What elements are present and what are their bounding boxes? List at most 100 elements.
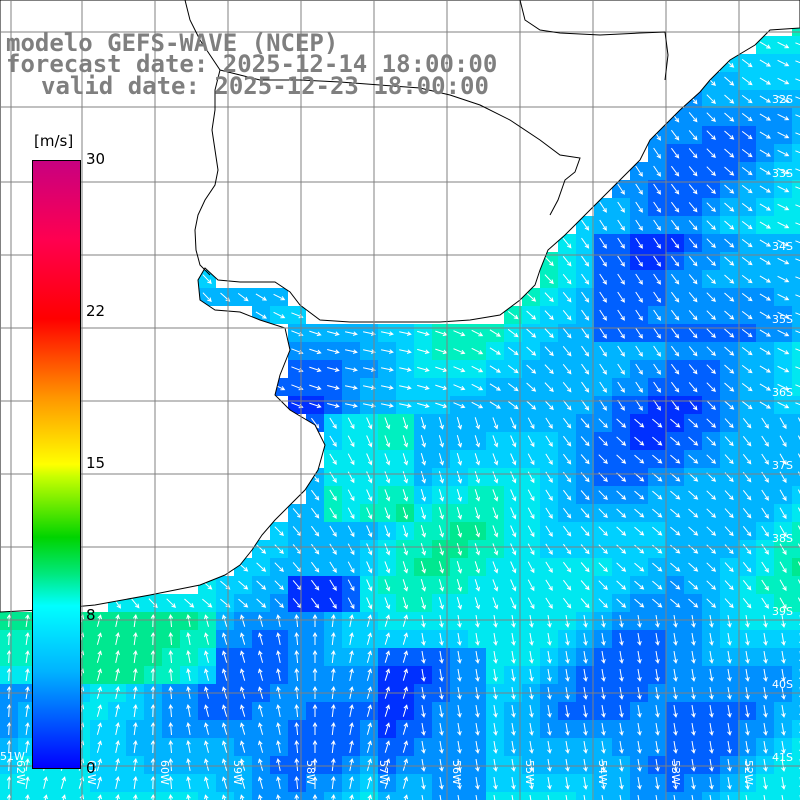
- wind-arrow: [671, 255, 680, 267]
- wind-arrow: [619, 741, 624, 754]
- longitude-label: 60W: [158, 760, 171, 785]
- wind-arrow: [239, 740, 246, 753]
- wind-arrow: [759, 275, 772, 283]
- wind-arrow: [763, 795, 766, 800]
- wind-arrow: [421, 615, 426, 628]
- wind-cell: [774, 792, 792, 800]
- latitude-label: 41S: [772, 751, 793, 764]
- wind-arrow: [741, 239, 753, 248]
- wind-arrow: [759, 59, 772, 67]
- wind-arrow: [309, 348, 322, 355]
- wind-arrow: [581, 255, 590, 267]
- wind-arrow: [507, 365, 519, 374]
- wind-arrow: [545, 543, 553, 555]
- wind-arrow: [724, 256, 735, 266]
- wind-cell: [792, 234, 800, 252]
- wind-arrow: [583, 777, 588, 790]
- wind-arrow: [653, 237, 661, 249]
- wind-arrow: [510, 561, 517, 574]
- wind-arrow: [439, 615, 444, 628]
- wind-arrow: [529, 759, 534, 772]
- wind-arrow: [709, 795, 712, 800]
- latitude-label: 35S: [772, 313, 793, 326]
- wind-arrow: [475, 651, 480, 664]
- wind-arrow: [258, 740, 264, 753]
- wind-cell: [792, 504, 800, 522]
- wind-arrow: [384, 758, 391, 771]
- wind-arrow: [456, 525, 462, 538]
- wind-arrow: [273, 311, 286, 319]
- wind-arrow: [186, 794, 191, 800]
- wind-arrow: [706, 562, 717, 572]
- wind-arrow: [527, 453, 535, 466]
- wind-arrow: [724, 94, 735, 104]
- longitude-labels: 62W 61W 60W 59W 58W 57W 56W 55W 54W 53W 52W 51W: [0, 750, 755, 785]
- wind-arrow: [168, 721, 174, 736]
- wind-arrow: [276, 794, 281, 800]
- wind-arrow: [599, 399, 607, 411]
- wind-arrow: [439, 759, 444, 772]
- wind-arrow: [601, 669, 606, 682]
- wind-arrow: [724, 184, 735, 194]
- wind-arrow: [115, 632, 120, 646]
- wind-arrow: [475, 723, 480, 736]
- wind-arrow: [471, 347, 484, 355]
- wind-arrow: [563, 525, 572, 537]
- wind-arrow: [581, 309, 590, 321]
- wind-cell: [792, 378, 800, 396]
- wind-arrow: [366, 417, 373, 430]
- wind-arrow: [761, 417, 769, 429]
- wind-arrow: [309, 366, 322, 373]
- wind-arrow: [507, 383, 519, 392]
- wind-arrow: [724, 76, 735, 86]
- wind-arrow: [563, 579, 572, 591]
- wind-arrow: [384, 543, 391, 556]
- wind-arrow: [475, 759, 480, 772]
- wind-arrow: [349, 704, 354, 717]
- wind-arrow: [688, 562, 699, 572]
- wind-arrow: [474, 489, 481, 502]
- wind-arrow: [130, 597, 140, 609]
- wind-arrow: [727, 651, 732, 664]
- wind-arrow: [349, 758, 354, 771]
- wind-arrow: [204, 650, 209, 663]
- wind-arrow: [97, 794, 102, 800]
- wind-arrow: [759, 77, 772, 85]
- wind-arrow: [634, 598, 645, 608]
- wind-arrow: [724, 400, 735, 410]
- wind-arrow: [795, 186, 800, 190]
- wind-arrow: [562, 255, 572, 267]
- wind-arrow: [617, 363, 625, 375]
- wind-arrow: [256, 598, 267, 608]
- wind-arrow: [274, 598, 284, 609]
- wind-arrow: [381, 403, 394, 408]
- wind-arrow: [688, 598, 699, 608]
- wind-arrow: [761, 435, 769, 447]
- wind-arrow: [384, 435, 391, 448]
- wind-arrow: [724, 220, 735, 230]
- wind-arrow: [43, 794, 48, 800]
- wind-arrow: [239, 722, 246, 735]
- wind-arrow: [706, 436, 717, 446]
- wind-arrow: [544, 292, 554, 303]
- wind-arrow: [221, 614, 228, 627]
- wind-arrow: [327, 367, 340, 372]
- wind-arrow: [366, 632, 372, 645]
- wind-arrow: [384, 650, 391, 663]
- wind-arrow: [777, 59, 790, 67]
- wind-arrow: [797, 561, 800, 567]
- wind-arrow: [671, 363, 680, 375]
- wind-arrow: [438, 435, 444, 448]
- wind-arrow: [366, 650, 372, 663]
- wind-arrow: [761, 453, 769, 465]
- wind-arrow: [565, 741, 570, 754]
- wind-arrow: [493, 741, 498, 754]
- wind-arrow: [25, 632, 30, 645]
- wind-arrow: [688, 148, 698, 159]
- wind-arrow: [312, 721, 318, 735]
- wind-arrow: [417, 384, 430, 390]
- wind-arrow: [474, 417, 481, 430]
- wind-arrow: [258, 668, 264, 681]
- wind-arrow: [329, 435, 337, 448]
- wind-arrow: [781, 741, 786, 754]
